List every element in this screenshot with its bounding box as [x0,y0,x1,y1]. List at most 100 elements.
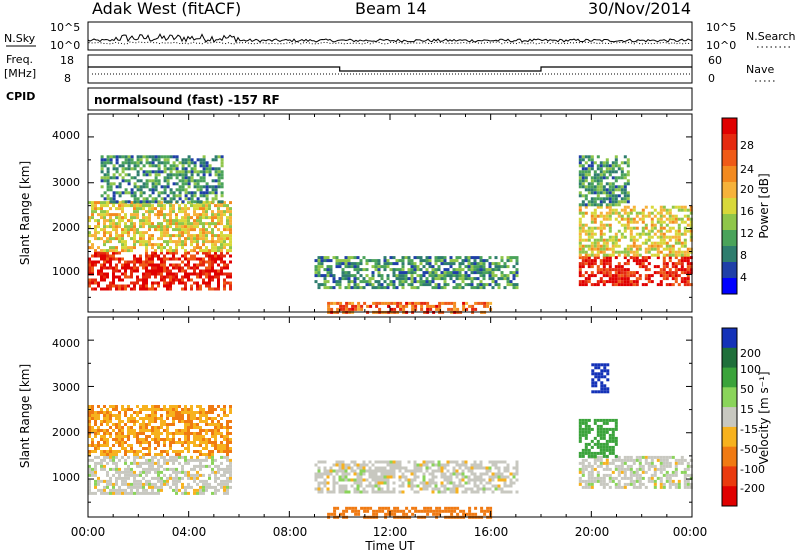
heatmap-cell [196,246,199,250]
heatmap-cell [611,211,615,215]
heatmap-cell [671,226,675,230]
heatmap-cell [148,257,151,261]
heatmap-cell [127,485,130,489]
heatmap-cell [641,232,645,236]
heatmap-cell [220,272,223,276]
heatmap-cell [677,482,681,486]
heatmap-cell [175,453,178,456]
heatmap-cell [124,275,127,279]
heatmap-cell [476,262,480,266]
heatmap-cell [145,269,148,273]
heatmap-cell [184,231,187,235]
heatmap-cell [160,185,164,189]
heatmap-cell [202,161,206,165]
heatmap-cell [647,277,651,281]
heatmap-cell [91,491,94,495]
heatmap-cell [112,461,115,465]
heatmap-cell [665,247,669,251]
heatmap-cell [112,444,115,447]
heatmap-cell [479,472,483,476]
heatmap-cell [629,470,633,474]
heatmap-cell [602,421,606,425]
heatmap-cell [145,458,148,462]
heatmap-cell [178,170,182,174]
heatmap-cell [686,214,690,218]
heatmap-cell [115,263,118,267]
heatmap-cell [426,307,430,311]
heatmap-cell [157,426,160,429]
heatmap-cell [184,461,187,465]
heatmap-cell [359,469,363,473]
heatmap-cell [184,228,187,232]
heatmap-cell [106,461,109,465]
heatmap-cell [578,170,582,174]
heatmap-cell [461,460,465,464]
heatmap-cell [428,262,432,266]
heatmap-cell [665,476,669,480]
heatmap-cell [428,271,432,275]
heatmap-cell [620,271,624,275]
heatmap-cell [220,260,223,264]
heatmap-cell [377,478,381,482]
heatmap-cell [94,263,97,267]
heatmap-cell [383,478,387,482]
heatmap-cell [172,414,175,417]
heatmap-cell [414,304,418,308]
heatmap-cell [145,204,148,208]
heatmap-cell [350,265,354,269]
heatmap-cell [166,251,169,255]
heatmap-cell [368,475,372,479]
heatmap-cell [578,217,582,221]
heatmap-cell [593,191,597,195]
heatmap-cell [226,207,229,211]
heatmap-cell [229,287,232,291]
heatmap-cell [410,268,414,272]
heatmap-cell [184,225,187,229]
heatmap-cell [190,237,193,241]
heatmap-cell [106,182,110,186]
heatmap-cell [112,222,115,226]
heatmap-cell [229,228,232,232]
heatmap-cell [133,435,136,438]
heatmap-cell [175,200,179,204]
heatmap-cell [112,257,115,261]
heatmap-cell [605,164,609,168]
heatmap-cell [578,229,582,233]
heatmap-cell [223,243,226,247]
heatmap-cell [229,470,232,474]
heatmap-cell [214,167,218,171]
heatmap-cell [187,417,190,420]
heatmap-cell [211,485,214,489]
heatmap-cell [202,225,205,229]
heatmap-cell [623,155,627,159]
heatmap-cell [226,219,229,223]
heatmap-cell [133,167,137,171]
heatmap-cell [151,281,154,285]
heatmap-cell [139,408,142,411]
heatmap-cell [623,217,627,221]
heatmap-cell [145,266,148,270]
date-title: 30/Nov/2014 [588,0,691,18]
heatmap-cell [139,240,142,244]
heatmap-cell [181,287,184,291]
heatmap-cell [202,231,205,235]
heatmap-cell [437,487,441,491]
heatmap-cell [190,243,193,247]
heatmap-cell [578,155,582,159]
heatmap-cell [91,467,94,471]
heatmap-cell [214,417,217,420]
heatmap-cell [160,450,163,453]
heatmap-cell [184,251,187,255]
heatmap-cell [590,226,594,230]
heatmap-cell [578,454,582,458]
heatmap-cell [623,250,627,254]
heatmap-cell [599,268,603,272]
heatmap-cell [380,478,384,482]
heatmap-cell [172,164,176,168]
heatmap-cell [220,243,223,247]
heatmap-cell [193,204,196,208]
heatmap-cell [229,411,232,414]
heatmap-cell [587,191,591,195]
heatmap-cell [139,167,143,171]
heatmap-cell [163,479,166,483]
